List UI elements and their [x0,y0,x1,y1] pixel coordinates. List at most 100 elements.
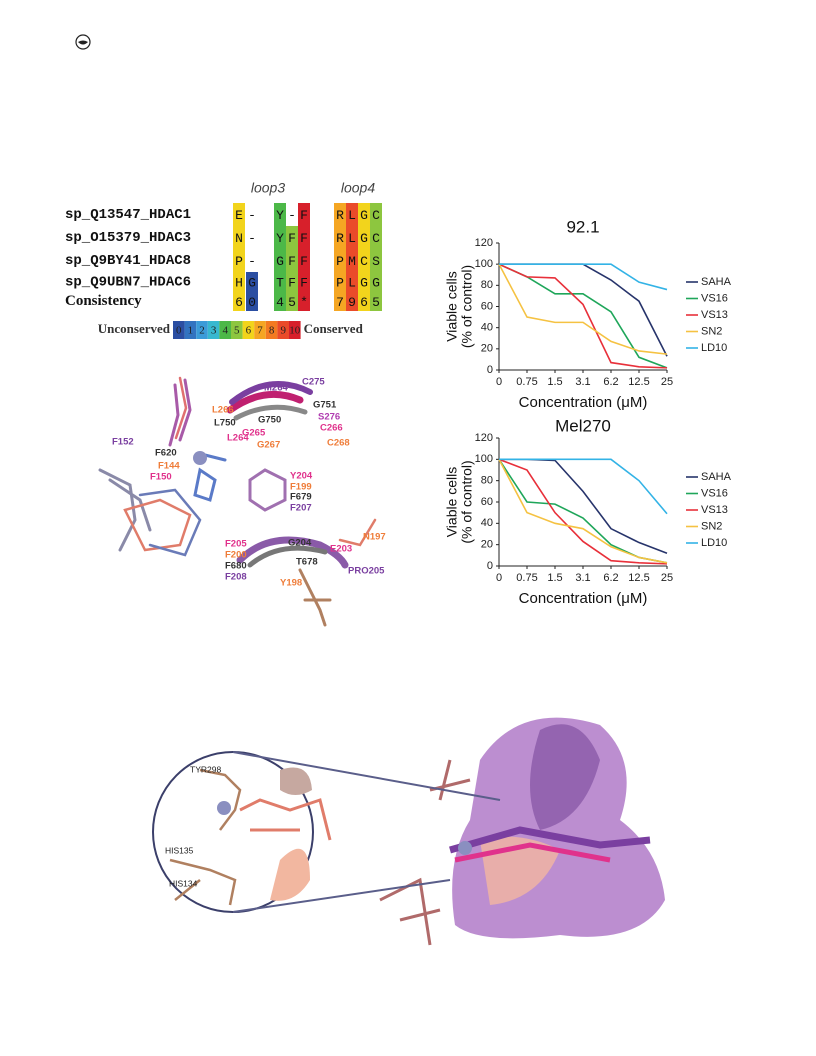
alignment-cell [286,226,298,249]
scale-level: 5 [234,325,240,337]
residue-label: F680 [225,561,247,572]
residue: L [348,208,356,223]
series-line [498,263,668,369]
x-tick-label: 25 [661,376,673,388]
alignment-cell [346,292,358,311]
x-tick-label: 25 [661,572,673,584]
residue-label: G267 [257,440,280,451]
legend-label: SN2 [701,325,722,337]
legend-label: SAHA [701,276,732,288]
alignment-cell [346,226,358,249]
residue: 6 [235,295,243,310]
scale-swatch [242,321,255,339]
residue: N [235,231,243,246]
y-tick-label: 20 [481,343,493,355]
series-line [498,263,668,355]
alignment-cell [274,249,286,272]
y-tick-label: 60 [481,300,493,312]
legend-label: VS13 [701,309,728,321]
y-tick-label: 120 [475,432,493,444]
legend-label: LD10 [701,537,727,549]
alignment-cell [346,203,358,226]
structure-illustration [98,376,377,627]
residue: F [300,208,308,223]
residue-label: F200 [225,550,247,561]
alignment-cell [274,292,286,311]
alignment-cell [298,292,310,311]
residue-label: T678 [296,557,318,568]
scale-swatch [231,321,243,339]
residue: - [248,208,256,223]
residue: C [372,208,380,223]
alignment-cell [358,203,370,226]
y-tick-label: 100 [475,258,493,270]
residue-label: F152 [112,437,134,448]
alignment-cell [233,226,245,249]
residue-label: G265 [242,428,266,439]
residue: F [300,231,308,246]
consistency-label: Consistency [65,293,142,309]
docking-label: TYR298 [190,764,221,774]
x-tick-label: 6.2 [603,572,618,584]
residue: Y [276,208,284,223]
alignment-cell [370,226,382,249]
residue: G [360,208,368,223]
scale-right-label: Conserved [304,321,364,336]
chart-title: 92.1 [566,217,599,236]
y-tick-label: 0 [487,364,493,376]
alignment-cell [370,292,382,311]
alignment-cell [246,272,258,292]
residue-label: N197 [363,532,386,543]
residue-label: F150 [150,472,172,483]
residue: 5 [288,295,296,310]
series-line [499,263,668,291]
residue-label: L750 [214,418,236,429]
residue: G [276,254,284,269]
x-tick-label: 0 [496,376,502,388]
residue: G [248,275,256,290]
alignment-cell [370,272,382,292]
residue: - [248,231,256,246]
residue: 7 [336,295,344,310]
x-tick-label: 1.5 [547,376,562,388]
y-tick-label: 80 [481,279,493,291]
scale-swatch [254,321,266,339]
residue: G [372,275,380,290]
docking-illustration [152,717,665,946]
x-axis-label: Concentration (μM) [519,394,648,411]
legend-label: VS16 [701,487,728,499]
x-tick-label: 0.75 [516,376,537,388]
series-line [499,458,668,515]
residue-label: PRO205 [348,566,385,577]
series-line [498,458,668,564]
residue-label: G750 [258,415,281,426]
y-tick-label: 0 [487,560,493,572]
residue: Y [276,231,284,246]
residue-label: E203 [330,544,352,555]
residue: F [288,231,296,246]
series-line [498,458,668,565]
residue: 0 [248,295,256,310]
alignment-cell [286,292,298,311]
residue: T [276,275,284,290]
residue-label: F205 [225,539,247,550]
y-tick-label: 40 [481,517,493,529]
x-tick-label: 12.5 [628,376,649,388]
scale-swatch [289,321,301,339]
residue: 4 [276,295,284,310]
x-tick-label: 0.75 [516,572,537,584]
x-tick-label: 3.1 [575,376,590,388]
residue: F [300,275,308,290]
residue: 6 [360,295,368,310]
alignment-cell [334,203,346,226]
residue-label: G751 [313,400,337,411]
residue: 5 [372,295,380,310]
alignment-cell [274,226,286,249]
residue: 9 [348,295,356,310]
alignment-cell [233,292,245,311]
sequence-name: sp_Q9UBN7_HDAC6 [65,275,191,291]
y-tick-label: 100 [475,453,493,465]
residue-label: M264 [264,383,288,394]
residue: M [348,254,356,269]
